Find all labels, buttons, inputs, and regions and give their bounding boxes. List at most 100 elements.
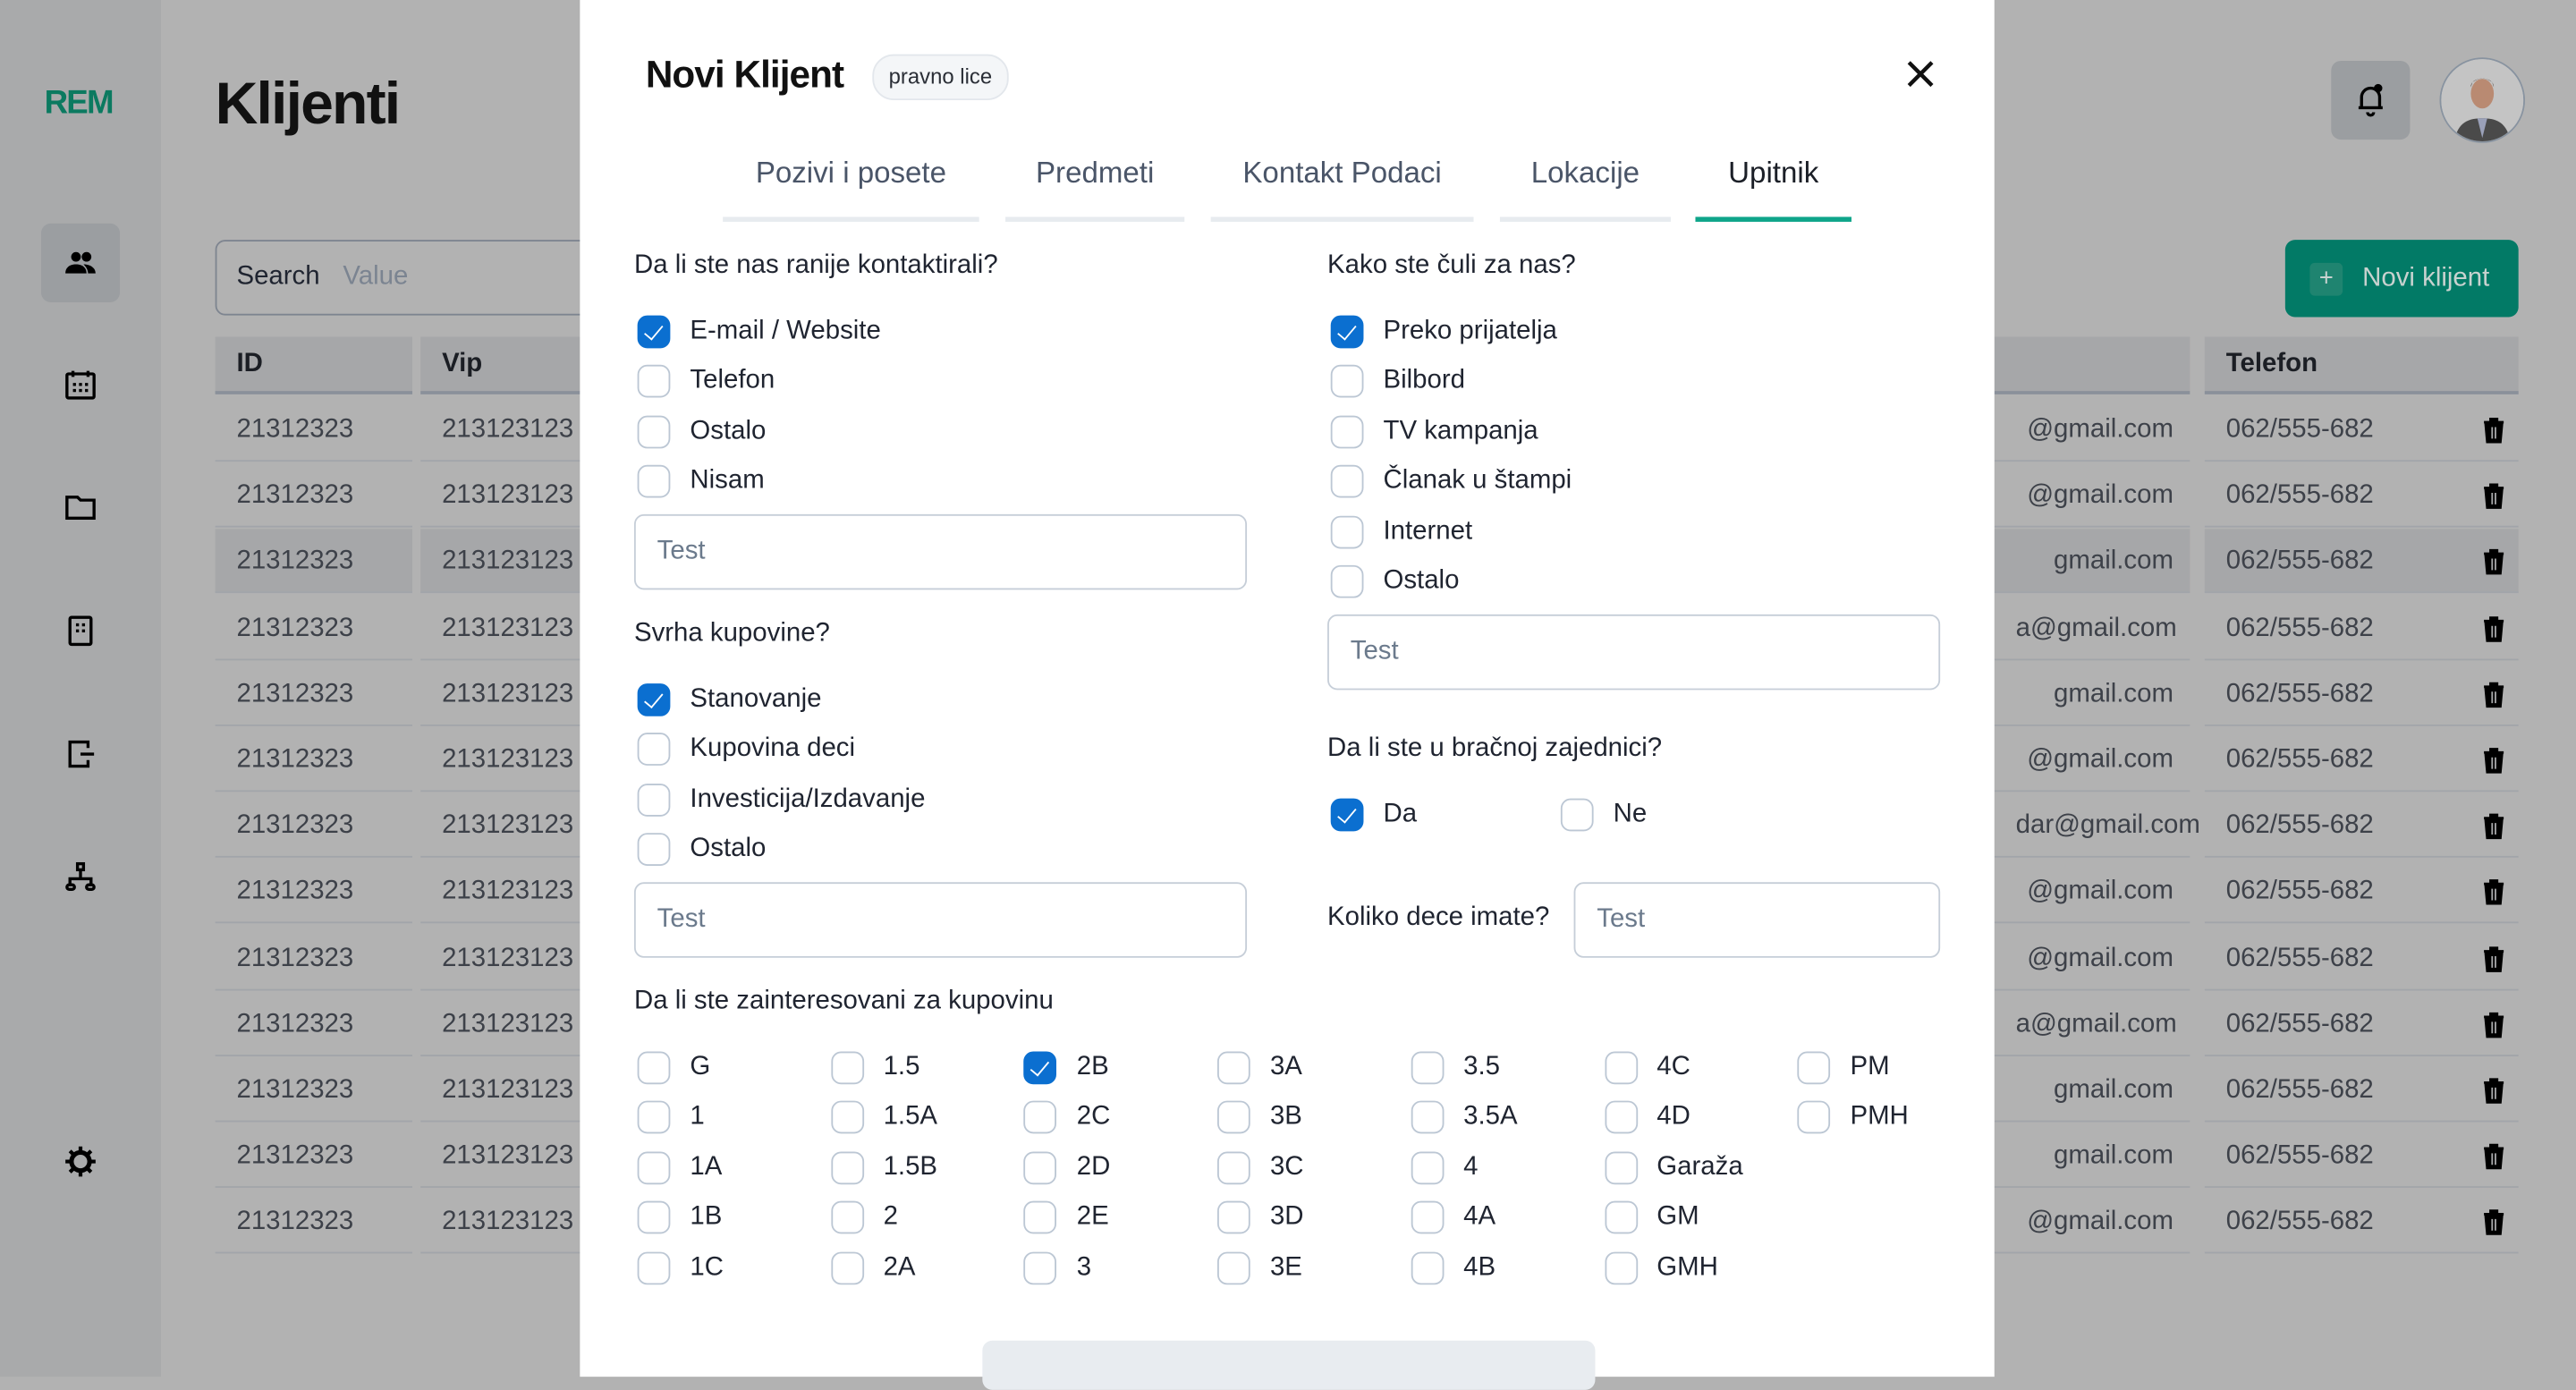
checkbox-pmh[interactable]: PMH <box>1797 1101 1909 1135</box>
trash-icon[interactable] <box>2482 615 2505 641</box>
checkbox-box[interactable] <box>1797 1101 1831 1135</box>
tab-predmeti[interactable]: Predmeti <box>1005 156 1185 222</box>
checkbox-da[interactable]: Da <box>1330 798 1417 832</box>
checkbox-4[interactable]: 4 <box>1411 1151 1478 1184</box>
notifications-button[interactable] <box>2331 60 2411 140</box>
checkbox-pm[interactable]: PM <box>1797 1051 1890 1085</box>
column-header-telefon[interactable]: Telefon <box>2204 336 2519 394</box>
trash-icon[interactable] <box>2482 945 2505 972</box>
checkbox-box[interactable] <box>830 1200 864 1234</box>
checkbox-box[interactable] <box>637 783 671 817</box>
checkbox-box[interactable] <box>1330 315 1364 349</box>
checkbox-telefon[interactable]: Telefon <box>637 365 775 399</box>
trash-icon[interactable] <box>2482 1078 2505 1104</box>
checkbox-1c[interactable]: 1C <box>637 1250 724 1284</box>
checkbox-1[interactable]: 1 <box>637 1101 705 1135</box>
checkbox-bilbord[interactable]: Bilbord <box>1330 365 1465 399</box>
checkbox-box[interactable] <box>637 1051 671 1085</box>
checkbox-ostalo[interactable]: Ostalo <box>637 833 766 867</box>
checkbox-box[interactable] <box>830 1151 864 1184</box>
table-row[interactable]: 21312323 213123123 gmail.com 062/555-682 <box>215 530 2519 595</box>
checkbox-garaža[interactable]: Garaža <box>1604 1151 1743 1184</box>
trash-icon[interactable] <box>2482 748 2505 774</box>
checkbox-box[interactable] <box>1023 1250 1057 1284</box>
checkbox-3c[interactable]: 3C <box>1217 1151 1304 1184</box>
trash-icon[interactable] <box>2482 682 2505 708</box>
checkbox-box[interactable] <box>830 1250 864 1284</box>
save-button[interactable] <box>982 1340 1596 1390</box>
checkbox-box[interactable] <box>1411 1051 1445 1085</box>
table-row[interactable]: 21312323 213123123 a@gmail.com 062/555-682 <box>215 596 2519 661</box>
checkbox-3b[interactable]: 3B <box>1217 1101 1302 1135</box>
avatar[interactable] <box>2439 57 2526 143</box>
checkbox-2c[interactable]: 2C <box>1023 1101 1110 1135</box>
checkbox-box[interactable] <box>1023 1151 1057 1184</box>
checkbox-box[interactable] <box>637 1101 671 1135</box>
checkbox-2e[interactable]: 2E <box>1023 1200 1109 1234</box>
checkbox-box[interactable] <box>637 833 671 867</box>
text-input[interactable]: Test <box>1327 614 1941 691</box>
trash-icon[interactable] <box>2482 1209 2505 1236</box>
checkbox-2b[interactable]: 2B <box>1023 1051 1109 1085</box>
checkbox-box[interactable] <box>637 1151 671 1184</box>
close-icon[interactable] <box>1902 55 1938 91</box>
checkbox-box[interactable] <box>1330 365 1364 399</box>
checkbox-box[interactable] <box>637 1200 671 1234</box>
checkbox-box[interactable] <box>1604 1250 1638 1284</box>
table-row[interactable]: 21312323 213123123 @gmail.com 062/555-682 <box>215 1190 2519 1255</box>
checkbox-box[interactable] <box>1411 1151 1445 1184</box>
table-row[interactable]: 21312323 213123123 @gmail.com 062/555-682 <box>215 926 2519 991</box>
table-row[interactable]: 21312323 213123123 gmail.com 062/555-682 <box>215 1124 2519 1190</box>
checkbox-investicija-izdavanje[interactable]: Investicija/Izdavanje <box>637 783 925 817</box>
checkbox-box[interactable] <box>1217 1250 1250 1284</box>
sidebar-item-folder[interactable] <box>41 468 120 547</box>
table-row[interactable]: 21312323 213123123 gmail.com 062/555-682 <box>215 1058 2519 1123</box>
checkbox-box[interactable] <box>1604 1200 1638 1234</box>
checkbox-box[interactable] <box>1330 415 1364 449</box>
checkbox-3-5a[interactable]: 3.5A <box>1411 1101 1518 1135</box>
checkbox-4d[interactable]: 4D <box>1604 1101 1690 1135</box>
tab-upitnik[interactable]: Upitnik <box>1695 156 1852 222</box>
checkbox-e-mail-website[interactable]: E-mail / Website <box>637 315 881 349</box>
checkbox-box[interactable] <box>1217 1051 1250 1085</box>
checkbox-1a[interactable]: 1A <box>637 1151 722 1184</box>
checkbox-box[interactable] <box>1217 1151 1250 1184</box>
table-row[interactable]: 21312323 213123123 @gmail.com 062/555-682 <box>215 463 2519 529</box>
checkbox-preko-prijatelja[interactable]: Preko prijatelja <box>1330 315 1557 349</box>
checkbox-box[interactable] <box>830 1101 864 1135</box>
checkbox-box[interactable] <box>1023 1051 1057 1085</box>
table-row[interactable]: 21312323 213123123 @gmail.com 062/555-682 <box>215 397 2519 462</box>
trash-icon[interactable] <box>2482 417 2505 444</box>
checkbox-gmh[interactable]: GMH <box>1604 1250 1718 1284</box>
checkbox-box[interactable] <box>1411 1101 1445 1135</box>
column-header-vip[interactable]: Vip <box>420 336 585 394</box>
checkbox-ostalo[interactable]: Ostalo <box>1330 564 1459 598</box>
checkbox-4b[interactable]: 4B <box>1411 1250 1496 1284</box>
table-row[interactable]: 21312323 213123123 @gmail.com 062/555-682 <box>215 860 2519 925</box>
checkbox-gm[interactable]: GM <box>1604 1200 1699 1234</box>
checkbox-box[interactable] <box>1023 1101 1057 1135</box>
checkbox-box[interactable] <box>1411 1200 1445 1234</box>
checkbox-4a[interactable]: 4A <box>1411 1200 1496 1234</box>
checkbox-1-5b[interactable]: 1.5B <box>830 1151 937 1184</box>
checkbox-box[interactable] <box>1797 1051 1831 1085</box>
checkbox-box[interactable] <box>637 683 671 716</box>
checkbox-box[interactable] <box>1330 798 1364 832</box>
search-input[interactable]: Search Value <box>215 240 610 316</box>
tab-lokacije[interactable]: Lokacije <box>1499 156 1671 222</box>
table-row[interactable]: 21312323 213123123 gmail.com 062/555-682 <box>215 662 2519 727</box>
checkbox-box[interactable] <box>637 365 671 399</box>
checkbox-3-5[interactable]: 3.5 <box>1411 1051 1500 1085</box>
sidebar-item-logout[interactable] <box>41 715 120 793</box>
text-input[interactable]: Test <box>633 513 1248 590</box>
checkbox-box[interactable] <box>1330 564 1364 598</box>
checkbox-2[interactable]: 2 <box>830 1200 898 1234</box>
checkbox-1b[interactable]: 1B <box>637 1200 722 1234</box>
tab-kontakt-podaci[interactable]: Kontakt Podaci <box>1210 156 1474 222</box>
checkbox-3e[interactable]: 3E <box>1217 1250 1302 1284</box>
trash-icon[interactable] <box>2482 813 2505 840</box>
sidebar-item-calendar[interactable] <box>41 345 120 424</box>
checkbox-3a[interactable]: 3A <box>1217 1051 1302 1085</box>
checkbox-box[interactable] <box>1330 465 1364 498</box>
trash-icon[interactable] <box>2482 483 2505 510</box>
